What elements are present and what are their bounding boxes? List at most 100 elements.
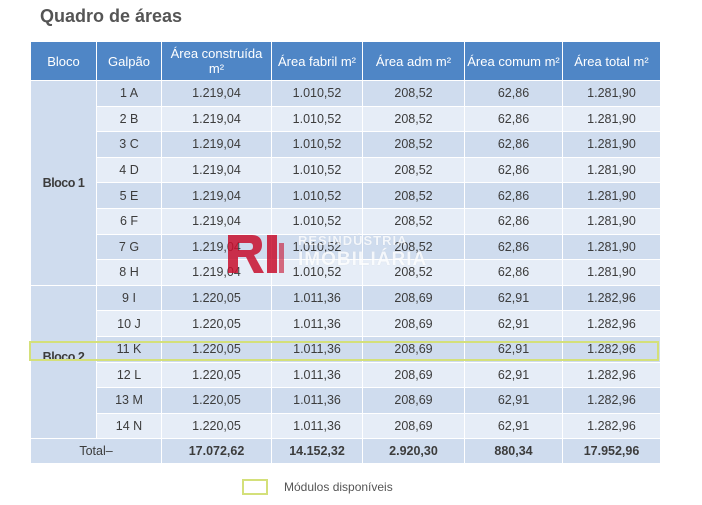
area-comum-cell: 62,86: [465, 183, 562, 208]
area-fabril-cell: 1.011,36: [272, 336, 362, 362]
legend: Módulos disponíveis: [242, 479, 393, 495]
area-comum-cell: 62,91: [465, 336, 562, 362]
galpao-cell: 14 N: [97, 413, 161, 439]
area-comum-cell: 62,86: [465, 81, 562, 106]
area-total-cell: 1.281,90: [563, 157, 660, 183]
galpao-cell: 5 E: [97, 183, 161, 208]
table-row: 4 D 1.219,04 1.010,52 208,52 62,86 1.281,90: [31, 157, 660, 183]
area-total-cell: 1.281,90: [563, 208, 660, 234]
galpao-cell: 11 K: [97, 336, 161, 362]
galpao-cell: 9 I: [97, 285, 161, 311]
galpao-cell: 13 M: [97, 388, 161, 413]
galpao-cell: 12 L: [97, 362, 161, 388]
area-construida-cell: 1.219,04: [162, 183, 271, 208]
galpao-cell: 3 C: [97, 132, 161, 157]
area-adm-cell: 208,52: [363, 106, 464, 132]
area-construida-cell: 1.219,04: [162, 208, 271, 234]
legend-swatch: [242, 479, 268, 495]
area-construida-cell: 1.219,04: [162, 132, 271, 157]
area-fabril-cell: 1.011,36: [272, 285, 362, 311]
table-row: 12 L 1.220,05 1.011,36 208,69 62,91 1.282,96: [31, 362, 660, 388]
header-area-fabril: Área fabril m²: [272, 42, 362, 80]
area-comum-cell: 62,91: [465, 362, 562, 388]
bloco-cell: Bloco 1: [31, 81, 96, 285]
area-fabril-cell: 1.010,52: [272, 81, 362, 106]
area-fabril-cell: 1.011,36: [272, 388, 362, 413]
area-comum-cell: 62,86: [465, 234, 562, 260]
area-total-cell: 1.281,90: [563, 234, 660, 260]
galpao-cell: 2 B: [97, 106, 161, 132]
area-fabril-cell: 1.010,52: [272, 106, 362, 132]
area-total-cell: 1.282,96: [563, 311, 660, 336]
table-row: 8 H 1.219,04 1.010,52 208,52 62,86 1.281,90: [31, 260, 660, 285]
area-total-cell: 1.282,96: [563, 413, 660, 439]
area-fabril-cell: 1.010,52: [272, 208, 362, 234]
area-total-cell: 1.282,96: [563, 336, 660, 362]
area-adm-cell: 208,52: [363, 183, 464, 208]
galpao-cell: 6 F: [97, 208, 161, 234]
area-adm-cell: 208,52: [363, 81, 464, 106]
area-comum-cell: 62,86: [465, 106, 562, 132]
areas-table: Bloco Galpão Área construída m² Área fab…: [30, 41, 661, 464]
table-row: 10 J 1.220,05 1.011,36 208,69 62,91 1.282,96: [31, 311, 660, 336]
area-adm-cell: 208,69: [363, 362, 464, 388]
total-comum: 880,34: [465, 439, 562, 464]
area-fabril-cell: 1.011,36: [272, 362, 362, 388]
table-row: 5 E 1.219,04 1.010,52 208,52 62,86 1.281,90: [31, 183, 660, 208]
table-row: 2 B 1.219,04 1.010,52 208,52 62,86 1.281,90: [31, 106, 660, 132]
galpao-cell: 4 D: [97, 157, 161, 183]
table-row-available: 11 K 1.220,05 1.011,36 208,69 62,91 1.282,96: [31, 336, 660, 362]
area-fabril-cell: 1.010,52: [272, 234, 362, 260]
header-area-adm: Área adm m²: [363, 42, 464, 80]
area-construida-cell: 1.220,05: [162, 388, 271, 413]
area-total-cell: 1.282,96: [563, 285, 660, 311]
legend-label: Módulos disponíveis: [284, 480, 393, 494]
area-fabril-cell: 1.011,36: [272, 413, 362, 439]
area-total-cell: 1.282,96: [563, 388, 660, 413]
area-comum-cell: 62,91: [465, 388, 562, 413]
header-galpao: Galpão: [97, 42, 161, 80]
area-total-cell: 1.281,90: [563, 81, 660, 106]
area-fabril-cell: 1.010,52: [272, 157, 362, 183]
table-row: 6 F 1.219,04 1.010,52 208,52 62,86 1.281,90: [31, 208, 660, 234]
area-construida-cell: 1.220,05: [162, 362, 271, 388]
area-adm-cell: 208,69: [363, 311, 464, 336]
area-adm-cell: 208,52: [363, 208, 464, 234]
galpao-cell: 1 A: [97, 81, 161, 106]
area-total-cell: 1.281,90: [563, 260, 660, 285]
area-construida-cell: 1.219,04: [162, 157, 271, 183]
area-construida-cell: 1.220,05: [162, 285, 271, 311]
header-area-comum: Área comum m²: [465, 42, 562, 80]
table-row: 3 C 1.219,04 1.010,52 208,52 62,86 1.281,90: [31, 132, 660, 157]
total-row: Total– 17.072,62 14.152,32 2.920,30 880,…: [31, 439, 660, 464]
galpao-cell: 7 G: [97, 234, 161, 260]
area-comum-cell: 62,86: [465, 157, 562, 183]
area-adm-cell: 208,69: [363, 336, 464, 362]
area-construida-cell: 1.219,04: [162, 106, 271, 132]
area-fabril-cell: 1.011,36: [272, 311, 362, 336]
page-title: Quadro de áreas: [40, 6, 183, 26]
area-construida-cell: 1.219,04: [162, 81, 271, 106]
area-adm-cell: 208,69: [363, 388, 464, 413]
area-adm-cell: 208,52: [363, 234, 464, 260]
table-header-row: Bloco Galpão Área construída m² Área fab…: [31, 42, 660, 80]
area-total-cell: 1.282,96: [563, 362, 660, 388]
area-comum-cell: 62,91: [465, 413, 562, 439]
area-comum-cell: 62,86: [465, 208, 562, 234]
total-adm: 2.920,30: [363, 439, 464, 464]
total-total: 17.952,96: [563, 439, 660, 464]
area-fabril-cell: 1.010,52: [272, 183, 362, 208]
galpao-cell: 10 J: [97, 311, 161, 336]
area-adm-cell: 208,52: [363, 132, 464, 157]
total-label: Total–: [31, 439, 161, 464]
bloco-cell: Bloco 2: [31, 285, 96, 439]
area-construida-cell: 1.219,04: [162, 234, 271, 260]
table-row: 7 G 1.219,04 1.010,52 208,52 62,86 1.281,90: [31, 234, 660, 260]
area-construida-cell: 1.220,05: [162, 311, 271, 336]
header-area-total: Área total m²: [563, 42, 660, 80]
area-fabril-cell: 1.010,52: [272, 260, 362, 285]
area-construida-cell: 1.219,04: [162, 260, 271, 285]
